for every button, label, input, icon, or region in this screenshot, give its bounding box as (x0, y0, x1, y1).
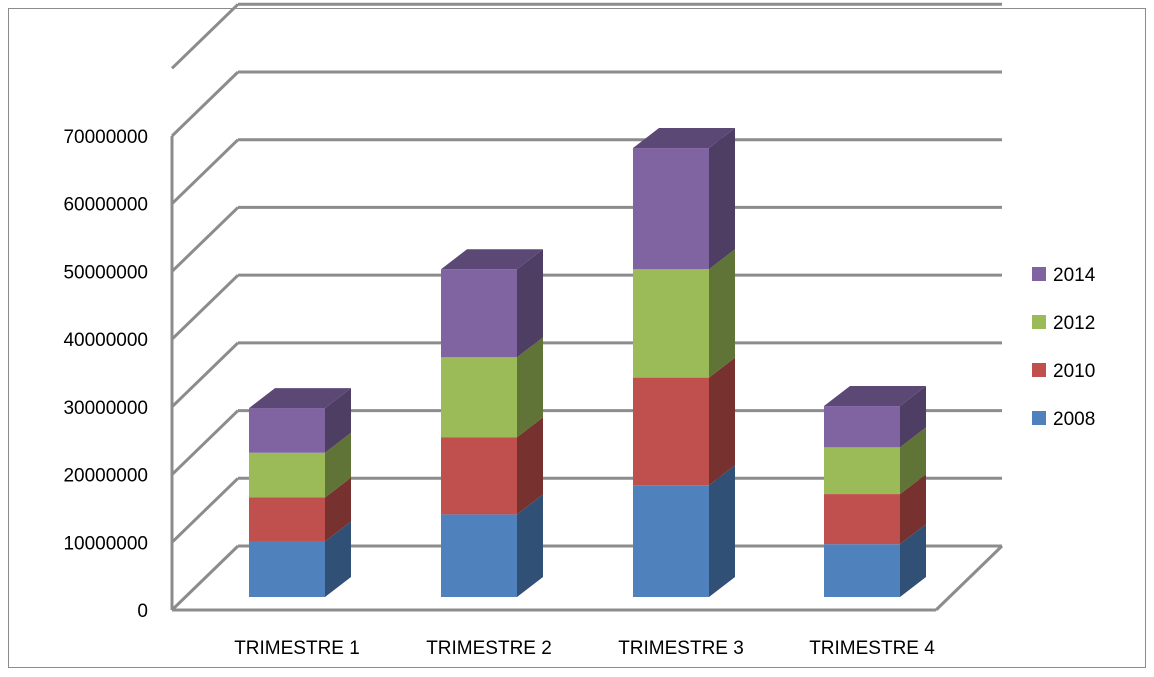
x-tick-label-3: TRIMESTRE 4 (809, 638, 935, 659)
bar-2012-q2-side (517, 337, 543, 438)
gridline-diagonal (170, 477, 240, 544)
bar-2012-q1-front (249, 452, 325, 498)
bar-2012-q3-side (709, 249, 735, 378)
bar-2014-q1-top (249, 388, 351, 409)
bar-2014-q3-side (709, 128, 735, 270)
bar-2010-q4-front (824, 494, 900, 545)
bar-2014-q3-top (633, 128, 735, 149)
bar-2010-q4-side (900, 474, 926, 545)
gridline-diagonal (170, 3, 240, 70)
x-tick-label-0: TRIMESTRE 1 (234, 638, 360, 659)
y-tick-label-5: 50000000 (63, 262, 148, 283)
bar-2010-q1-front (249, 497, 325, 542)
gridline-diagonal (170, 544, 240, 612)
bar-2010-q3-side (709, 357, 735, 486)
bar-2008-q2-front (441, 514, 517, 597)
legend-swatch-2014 (1032, 267, 1046, 281)
bar-2014-q4-front (824, 406, 900, 448)
y-tick-label-0: 0 (137, 601, 148, 622)
bar-2014-q3-front (633, 148, 709, 270)
bar-2008-q4-front (824, 544, 900, 597)
chart-area (8, 8, 1146, 668)
y-tick-label-7: 70000000 (63, 127, 148, 148)
bar-2008-q1-front (249, 541, 325, 597)
bar-2012-q1-side (325, 432, 351, 498)
bar-2014-q1-front (249, 408, 325, 453)
bar-2010-q3-front (633, 377, 709, 486)
bar-2008-q3-front (633, 485, 709, 597)
bar-2014-q2-top (441, 249, 543, 270)
y-axis: 0 10000000 20000000 30000000 40000000 50… (63, 127, 148, 622)
bar-2010-q1-side (325, 477, 351, 542)
legend-label-2014: 2014 (1053, 265, 1096, 286)
floor-right-edge (934, 544, 1004, 612)
x-tick-label-1: TRIMESTRE 2 (426, 638, 552, 659)
bar-2014-q1-side (325, 388, 351, 453)
bar-2014-q2-side (517, 249, 543, 358)
gridline-diagonal (170, 274, 240, 341)
gridline-diagonal (170, 70, 240, 138)
y-tick-label-4: 40000000 (63, 330, 148, 351)
y-tick-label-3: 30000000 (63, 398, 148, 419)
bar-2008-q3-side (709, 465, 735, 597)
bar-2010-q2-side (517, 417, 543, 515)
bar-2012-q4-front (824, 447, 900, 495)
bar-2008-q2-side (517, 494, 543, 597)
legend-swatch-2012 (1032, 315, 1046, 329)
bar-2012-q4-side (900, 427, 926, 495)
bar-2012-q3-front (633, 269, 709, 378)
bar-2014-q4-top (824, 386, 926, 407)
y-tick-label-2: 20000000 (63, 466, 148, 487)
bar-2014-q2-front (441, 269, 517, 358)
chart-walls (170, 136, 1004, 612)
legend-label-2010: 2010 (1053, 361, 1095, 382)
x-axis: TRIMESTRE 1 TRIMESTRE 2 TRIMESTRE 3 TRIM… (234, 638, 935, 659)
x-tick-label-2: TRIMESTRE 3 (618, 638, 744, 659)
legend-label-2012: 2012 (1053, 313, 1095, 334)
bar-2008-q4-side (900, 524, 926, 597)
bar-2008-q1-side (325, 521, 351, 597)
legend-label-2008: 2008 (1053, 409, 1095, 430)
gridline-diagonal (170, 409, 240, 476)
legend-swatch-2008 (1032, 411, 1046, 425)
gridline-diagonal (170, 138, 240, 205)
y-tick-label-1: 10000000 (63, 533, 148, 554)
bar-2014-q4-side (900, 386, 926, 448)
legend: 2014 2012 2010 2008 (1032, 265, 1096, 430)
gridline-diagonal (170, 341, 240, 408)
gridline-diagonal (170, 206, 240, 273)
bars (249, 128, 926, 597)
bar-2010-q2-front (441, 437, 517, 515)
bar-2012-q2-front (441, 357, 517, 438)
legend-swatch-2010 (1032, 363, 1046, 377)
y-tick-label-6: 60000000 (63, 195, 148, 216)
